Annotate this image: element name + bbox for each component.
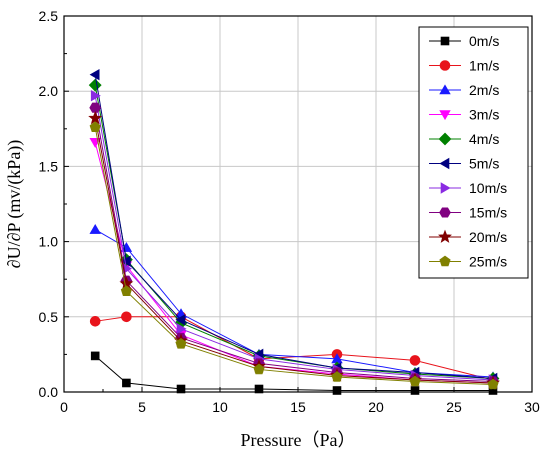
data-point — [90, 90, 101, 102]
x-tick-label: 5 — [138, 399, 146, 415]
legend-marker — [440, 182, 451, 194]
data-point — [89, 102, 102, 113]
legend: 0m/s 1m/s 2m/s 3m/s 4m/s 5m/s 10m/s 15m/s 20m/s 2… — [418, 26, 529, 279]
legend-entry: 2m/s — [429, 82, 499, 98]
legend-label: 1m/s — [469, 58, 499, 74]
y-tick-label: 1.0 — [39, 234, 59, 250]
data-point — [176, 384, 186, 394]
legend-marker — [439, 60, 451, 71]
x-tick-label: 0 — [60, 399, 68, 415]
data-point — [253, 363, 265, 375]
legend-marker — [438, 132, 452, 146]
legend-marker — [439, 110, 451, 121]
tick-layer: 0 5 10 15 20 25 30 0.0 0.5 1.0 1.5 2.0 2.5 — [39, 8, 540, 415]
data-point — [120, 285, 132, 296]
legend-label: 20m/s — [469, 229, 507, 245]
legend-entry: 25m/s — [429, 254, 507, 270]
data-point — [409, 375, 421, 387]
data-point — [88, 78, 102, 92]
x-tick-label: 20 — [368, 399, 384, 415]
series-25m-per-s — [89, 121, 499, 390]
legend-marker — [439, 255, 451, 267]
legend-label: 3m/s — [469, 107, 499, 123]
x-tick-label: 30 — [524, 399, 540, 415]
legend-marker — [439, 207, 451, 218]
data-point — [487, 378, 499, 390]
data-point — [409, 355, 421, 366]
legend-marker — [439, 157, 450, 170]
legend-marker — [438, 229, 452, 243]
legend-marker — [440, 36, 450, 46]
data-point — [89, 316, 101, 327]
data-point — [331, 371, 343, 382]
y-tick-label: 0.5 — [39, 309, 59, 325]
legend-entry: 20m/s — [429, 229, 507, 245]
y-tick-label: 2.0 — [39, 83, 59, 99]
data-point — [89, 68, 100, 81]
data-point — [122, 378, 131, 388]
series-layer — [88, 68, 500, 395]
x-tick-label: 15 — [290, 399, 306, 415]
legend-label: 5m/s — [469, 156, 499, 172]
data-point — [89, 121, 101, 133]
legend-entry: 15m/s — [429, 205, 507, 221]
data-point — [88, 110, 103, 125]
data-point — [90, 351, 100, 361]
data-point — [176, 323, 187, 335]
legend-label: 4m/s — [469, 131, 499, 147]
data-point — [175, 337, 187, 349]
legend-entry: 5m/s — [429, 156, 499, 172]
y-tick-label: 1.5 — [39, 158, 59, 174]
y-tick-label: 2.5 — [39, 8, 59, 24]
legend-label: 10m/s — [469, 180, 507, 196]
y-axis-title: ∂U/∂P (mv/(kPa)) — [4, 140, 25, 269]
legend-entry: 4m/s — [429, 131, 499, 147]
legend-label: 15m/s — [469, 205, 507, 221]
legend-label: 2m/s — [469, 82, 499, 98]
legend-marker — [439, 84, 451, 95]
data-point — [175, 314, 186, 326]
legend-label: 0m/s — [469, 33, 499, 49]
x-tick-label: 10 — [212, 399, 228, 415]
data-point — [254, 384, 264, 394]
x-tick-label: 25 — [446, 399, 462, 415]
legend-label: 25m/s — [469, 254, 507, 270]
legend-entry: 1m/s — [429, 58, 499, 74]
legend-entry: 0m/s — [429, 33, 499, 49]
data-point — [89, 223, 101, 234]
legend-entry: 3m/s — [429, 107, 499, 123]
data-point — [121, 311, 132, 323]
x-axis-title: Pressure（Pa） — [241, 430, 356, 450]
y-tick-label: 0.0 — [39, 384, 59, 400]
legend-entry: 10m/s — [429, 180, 507, 196]
legend-box — [418, 26, 529, 279]
